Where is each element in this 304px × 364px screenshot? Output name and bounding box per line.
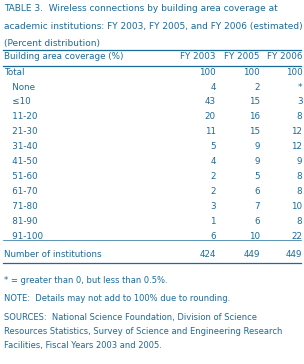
Text: 2: 2 [210,187,216,196]
Text: 100: 100 [243,68,260,76]
Text: 100: 100 [286,68,302,76]
Text: 1: 1 [210,217,216,226]
Text: 43: 43 [205,98,216,106]
Text: 2: 2 [254,83,260,91]
Text: 3: 3 [210,202,216,211]
Text: 6: 6 [210,232,216,241]
Text: 7: 7 [254,202,260,211]
Text: 6: 6 [254,217,260,226]
Text: 100: 100 [199,68,216,76]
Text: 15: 15 [249,127,260,136]
Text: ≤10: ≤10 [4,98,30,106]
Text: 8: 8 [297,187,302,196]
Text: FY 2005: FY 2005 [224,52,260,61]
Text: 8: 8 [297,172,302,181]
Text: 9: 9 [254,142,260,151]
Text: 4: 4 [210,157,216,166]
Text: 9: 9 [254,157,260,166]
Text: TABLE 3.  Wireless connections by building area coverage at: TABLE 3. Wireless connections by buildin… [4,4,277,13]
Text: 91-100: 91-100 [4,232,43,241]
Text: *: * [298,83,302,91]
Text: 10: 10 [291,202,302,211]
Text: 8: 8 [297,217,302,226]
Text: 61-70: 61-70 [4,187,37,196]
Text: 9: 9 [297,157,302,166]
Text: Resources Statistics, Survey of Science and Engineering Research: Resources Statistics, Survey of Science … [4,327,282,336]
Text: None: None [4,83,35,91]
Text: NOTE:  Details may not add to 100% due to rounding.: NOTE: Details may not add to 100% due to… [4,293,230,302]
Text: 21-30: 21-30 [4,127,37,136]
Text: 22: 22 [292,232,302,241]
Text: 5: 5 [254,172,260,181]
Text: 15: 15 [249,98,260,106]
Text: 12: 12 [292,142,302,151]
Text: 449: 449 [244,250,260,260]
Text: 20: 20 [205,112,216,121]
Text: 12: 12 [292,127,302,136]
Text: Building area coverage (%): Building area coverage (%) [4,52,123,61]
Text: 81-90: 81-90 [4,217,37,226]
Text: FY 2003: FY 2003 [180,52,216,61]
Text: academic institutions: FY 2003, FY 2005, and FY 2006 (estimated): academic institutions: FY 2003, FY 2005,… [4,22,302,31]
Text: Total: Total [4,68,24,76]
Text: 16: 16 [249,112,260,121]
Text: 51-60: 51-60 [4,172,37,181]
Text: FY 2006: FY 2006 [267,52,302,61]
Text: 2: 2 [210,172,216,181]
Text: 424: 424 [199,250,216,260]
Text: 41-50: 41-50 [4,157,37,166]
Text: 31-40: 31-40 [4,142,37,151]
Text: (Percent distribution): (Percent distribution) [4,39,100,48]
Text: 11-20: 11-20 [4,112,37,121]
Text: 6: 6 [254,187,260,196]
Text: 8: 8 [297,112,302,121]
Text: 10: 10 [249,232,260,241]
Text: 5: 5 [210,142,216,151]
Text: 3: 3 [297,98,302,106]
Text: 71-80: 71-80 [4,202,37,211]
Text: SOURCES:  National Science Foundation, Division of Science: SOURCES: National Science Foundation, Di… [4,313,257,322]
Text: 449: 449 [286,250,302,260]
Text: 4: 4 [210,83,216,91]
Text: Facilities, Fiscal Years 2003 and 2005.: Facilities, Fiscal Years 2003 and 2005. [4,341,161,349]
Text: 11: 11 [205,127,216,136]
Text: * = greater than 0, but less than 0.5%.: * = greater than 0, but less than 0.5%. [4,276,167,285]
Text: Number of institutions: Number of institutions [4,250,101,260]
